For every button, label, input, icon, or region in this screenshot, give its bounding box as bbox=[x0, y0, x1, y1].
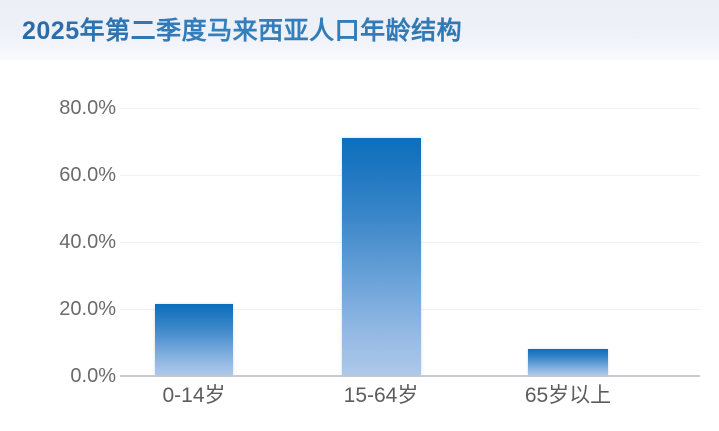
page-title: 2025年第二季度马来西亚人口年龄结构 bbox=[22, 17, 463, 45]
y-axis: 80.0% 60.0% 40.0% 20.0% 0.0% bbox=[8, 60, 116, 431]
x-tick-label-15-64: 15-64岁 bbox=[343, 384, 419, 407]
x-tick-label-0-14: 0-14岁 bbox=[162, 384, 226, 407]
header-band: 2025年第二季度马来西亚人口年龄结构 bbox=[0, 0, 719, 60]
y-tick-label-60: 60.0% bbox=[59, 164, 116, 186]
y-tick-label-0: 0.0% bbox=[70, 365, 116, 387]
bar-0-14[interactable] bbox=[155, 304, 233, 375]
chart-plot-area: 80.0% 60.0% 40.0% 20.0% 0.0% 0-14岁 15-64… bbox=[0, 60, 719, 431]
bar-65-plus[interactable] bbox=[528, 348, 608, 375]
x-axis-line bbox=[120, 375, 700, 377]
y-tick-label-20: 20.0% bbox=[59, 298, 116, 320]
bar-series bbox=[0, 60, 719, 431]
y-tick-label-40: 40.0% bbox=[59, 231, 116, 253]
x-tick-label-65-plus: 65岁以上 bbox=[524, 384, 612, 407]
gridline-80 bbox=[120, 108, 700, 109]
y-tick-label-80: 80.0% bbox=[59, 97, 116, 119]
bar-15-64[interactable] bbox=[342, 138, 421, 375]
